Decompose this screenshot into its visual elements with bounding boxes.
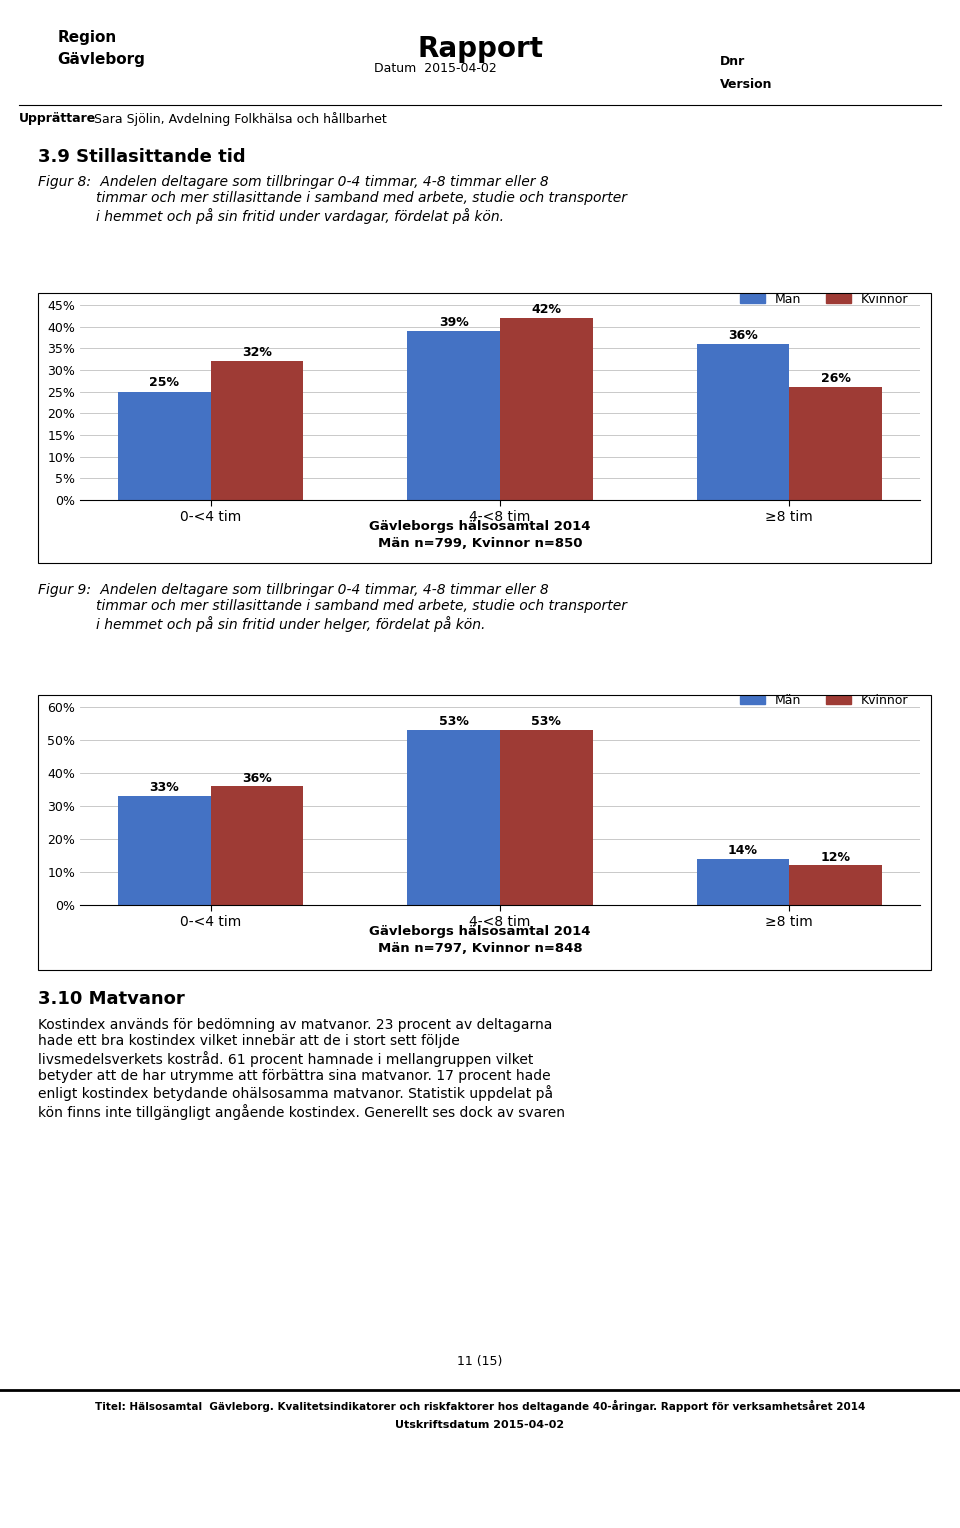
Legend: Män, Kvinnor: Män, Kvinnor xyxy=(734,689,914,712)
Text: 32%: 32% xyxy=(242,347,272,359)
Text: Utskriftsdatum 2015-04-02: Utskriftsdatum 2015-04-02 xyxy=(396,1420,564,1430)
Text: 3.9 Stillasittande tid: 3.9 Stillasittande tid xyxy=(38,148,246,167)
Text: 53%: 53% xyxy=(439,715,468,729)
Text: Upprättare: Upprättare xyxy=(19,112,96,125)
Bar xyxy=(500,730,592,905)
Text: 33%: 33% xyxy=(150,781,180,795)
Text: Datum  2015-04-02: Datum 2015-04-02 xyxy=(374,63,497,75)
Text: Figur 9:: Figur 9: xyxy=(38,584,91,597)
Legend: Män, Kvinnor: Män, Kvinnor xyxy=(734,287,914,310)
Bar xyxy=(789,865,882,905)
Text: 42%: 42% xyxy=(531,303,562,316)
Text: 11 (15): 11 (15) xyxy=(457,1355,503,1368)
Bar xyxy=(697,859,789,905)
Text: Män n=799, Kvinnor n=850: Män n=799, Kvinnor n=850 xyxy=(377,536,583,550)
Text: Rapport: Rapport xyxy=(417,35,543,63)
Text: 26%: 26% xyxy=(821,373,851,385)
Text: Titel: Hälsosamtal  Gävleborg. Kvalitetsindikatorer och riskfaktorer hos deltaga: Titel: Hälsosamtal Gävleborg. Kvalitetsi… xyxy=(95,1400,865,1412)
Text: 12%: 12% xyxy=(821,851,851,863)
Bar xyxy=(407,730,500,905)
Text: 36%: 36% xyxy=(242,772,272,784)
Text: 14%: 14% xyxy=(728,843,758,857)
Text: 3.10 Matvanor: 3.10 Matvanor xyxy=(38,990,185,1008)
Bar xyxy=(118,796,211,905)
Text: Version: Version xyxy=(720,78,773,92)
Bar xyxy=(500,318,592,500)
Text: Region: Region xyxy=(58,31,117,44)
Text: Dnr: Dnr xyxy=(720,55,745,69)
Text: Kostindex används för bedömning av matvanor. 23 procent av deltagarna
hade ett b: Kostindex används för bedömning av matva… xyxy=(38,1018,565,1120)
Text: Andelen deltagare som tillbringar 0-4 timmar, 4-8 timmar eller 8
timmar och mer : Andelen deltagare som tillbringar 0-4 ti… xyxy=(96,584,627,631)
Text: 39%: 39% xyxy=(439,316,468,329)
Text: Sara Sjölin, Avdelning Folkhälsa och hållbarhet: Sara Sjölin, Avdelning Folkhälsa och hål… xyxy=(86,112,387,125)
Text: Andelen deltagare som tillbringar 0-4 timmar, 4-8 timmar eller 8
timmar och mer : Andelen deltagare som tillbringar 0-4 ti… xyxy=(96,176,627,223)
Text: Figur 8:: Figur 8: xyxy=(38,176,91,189)
Bar xyxy=(211,361,303,500)
Bar xyxy=(697,344,789,500)
Bar xyxy=(211,787,303,905)
Text: Gävleborgs hälsosamtal 2014: Gävleborgs hälsosamtal 2014 xyxy=(370,520,590,533)
Bar xyxy=(118,391,211,500)
Bar xyxy=(407,332,500,500)
Text: Gävleborg: Gävleborg xyxy=(58,52,146,67)
Text: 53%: 53% xyxy=(531,715,562,729)
Text: 25%: 25% xyxy=(150,376,180,390)
Bar xyxy=(789,387,882,500)
Text: Gävleborgs hälsosamtal 2014: Gävleborgs hälsosamtal 2014 xyxy=(370,924,590,938)
Text: Män n=797, Kvinnor n=848: Män n=797, Kvinnor n=848 xyxy=(377,941,583,955)
Text: 36%: 36% xyxy=(728,329,757,342)
